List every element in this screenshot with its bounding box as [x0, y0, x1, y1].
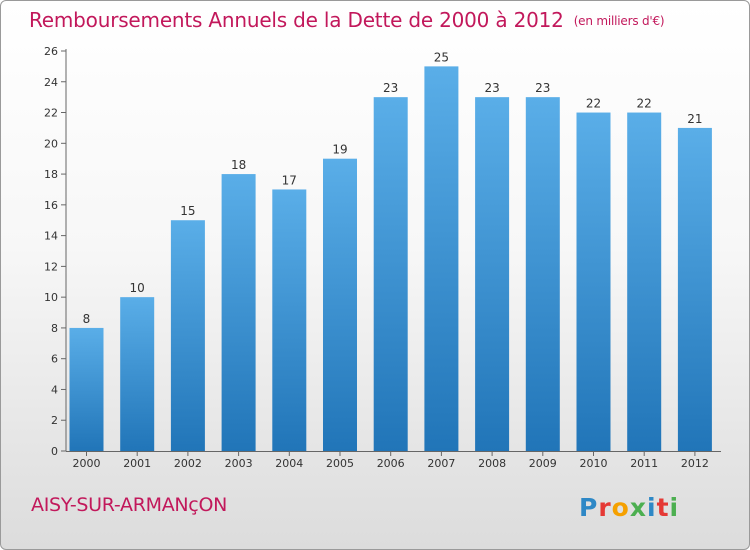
y-tick-label: 24: [44, 76, 58, 89]
y-tick-label: 26: [44, 45, 58, 58]
x-tick-label: 2010: [580, 457, 608, 470]
y-tick-label: 0: [51, 445, 58, 458]
bar: [373, 97, 408, 452]
proxiti-logo: Proxiti: [579, 493, 679, 522]
data-label: 8: [83, 312, 91, 326]
data-label: 18: [231, 158, 246, 172]
x-tick-label: 2004: [275, 457, 303, 470]
proxiti-logo-text: Proxiti: [579, 493, 679, 522]
data-label: 25: [434, 50, 449, 64]
y-tick-label: 6: [51, 353, 58, 366]
bar: [525, 97, 560, 452]
chart-title-text: Remboursements Annuels de la Dette de 20…: [29, 8, 564, 32]
bar: [627, 112, 662, 452]
x-tick-label: 2008: [478, 457, 506, 470]
bar: [69, 327, 104, 451]
y-tick-label: 20: [44, 137, 58, 150]
y-tick-label: 8: [51, 322, 58, 335]
bar: [120, 297, 155, 451]
data-label: 23: [383, 81, 398, 95]
x-tick-label: 2006: [377, 457, 405, 470]
y-tick-label: 22: [44, 107, 58, 120]
data-label: 15: [180, 204, 195, 218]
y-tick-label: 2: [51, 414, 58, 427]
data-label: 10: [130, 281, 145, 295]
bar: [221, 174, 256, 452]
bar: [272, 189, 307, 451]
y-tick-label: 14: [44, 230, 58, 243]
x-tick-label: 2007: [427, 457, 455, 470]
chart-unit: (en milliers d'€): [573, 14, 665, 28]
data-label: 17: [282, 173, 297, 187]
bar: [475, 97, 510, 452]
x-tick-label: 2012: [681, 457, 709, 470]
bar: [170, 220, 205, 451]
y-tick-label: 16: [44, 199, 58, 212]
data-label: 23: [535, 81, 550, 95]
y-tick-label: 12: [44, 260, 58, 273]
x-tick-label: 2005: [326, 457, 354, 470]
data-label: 22: [586, 97, 601, 111]
data-label: 22: [637, 97, 652, 111]
x-tick-label: 2009: [529, 457, 557, 470]
y-tick-label: 18: [44, 168, 58, 181]
x-tick-label: 2001: [123, 457, 151, 470]
bar: [677, 127, 712, 451]
y-tick-label: 4: [51, 383, 58, 396]
y-tick-label: 10: [44, 291, 58, 304]
bar: [424, 66, 459, 451]
x-tick-label: 2003: [225, 457, 253, 470]
data-label: 21: [687, 112, 702, 126]
bar: [576, 112, 611, 452]
data-label: 19: [332, 143, 347, 157]
commune-name: AISY-SUR-ARMANçON: [31, 494, 228, 516]
data-label: 23: [484, 81, 499, 95]
x-tick-label: 2000: [73, 457, 101, 470]
x-tick-label: 2002: [174, 457, 202, 470]
x-tick-label: 2011: [630, 457, 658, 470]
bar: [323, 158, 357, 451]
chart-title: Remboursements Annuels de la Dette de 20…: [29, 8, 665, 32]
